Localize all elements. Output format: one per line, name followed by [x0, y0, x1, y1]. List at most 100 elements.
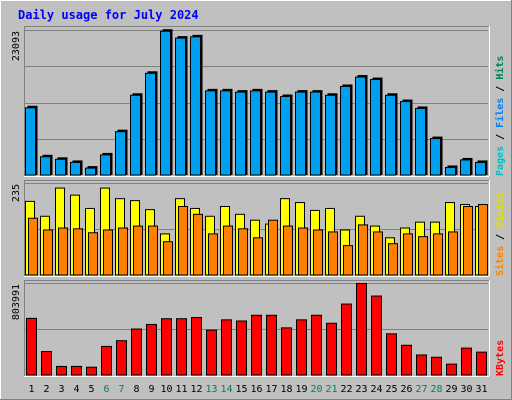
x-tick-label: 15: [235, 384, 247, 395]
panel-bottom: 803991 KBytes: [11, 280, 506, 377]
bar-sites: [418, 236, 428, 276]
panel-middle: 235 Sites / Visits: [11, 180, 506, 277]
bar-sites: [178, 205, 188, 276]
x-tick-label: 26: [400, 384, 412, 395]
bar-kbytes: [101, 345, 112, 376]
x-tick-label: 25: [385, 384, 397, 395]
bar-sites: [328, 231, 338, 276]
bar-sites: [343, 245, 353, 276]
bar-sites: [238, 228, 248, 276]
x-tick-label: 27: [415, 384, 427, 395]
bar-pages: [445, 166, 456, 176]
bar-kbytes: [251, 314, 262, 376]
label-separator: /: [495, 128, 506, 146]
x-tick-label: 3: [58, 384, 64, 395]
x-tick-label: 19: [295, 384, 307, 395]
y-axis-max-label: 803991: [11, 284, 22, 320]
bar-pages: [415, 107, 426, 176]
bar-sites: [313, 229, 323, 276]
x-tick-label: 17: [265, 384, 277, 395]
bar-kbytes: [116, 340, 127, 376]
x-tick-label: 16: [250, 384, 262, 395]
bar-kbytes: [26, 317, 37, 376]
x-tick-label: 31: [475, 384, 487, 395]
bar-kbytes: [281, 327, 292, 376]
bar-sites: [463, 205, 473, 276]
x-tick-label: 24: [370, 384, 382, 395]
bar-pages: [25, 107, 36, 176]
bar-sites: [448, 231, 458, 276]
x-tick-label: 6: [103, 384, 109, 395]
bar-pages: [280, 96, 291, 176]
bar-sites: [103, 229, 113, 276]
bar-sites: [43, 229, 53, 276]
label-separator: /: [495, 80, 506, 98]
x-tick-label: 12: [190, 384, 202, 395]
series-axis-label: Pages / Files / Hits: [494, 56, 506, 176]
bar-sites: [28, 217, 38, 276]
bar-kbytes: [476, 351, 487, 376]
bar-kbytes: [311, 314, 322, 376]
bar-kbytes: [296, 319, 307, 376]
bar-sites: [478, 204, 488, 276]
bar-kbytes: [416, 354, 427, 376]
bar-sites: [193, 213, 203, 276]
bar-pages: [115, 131, 126, 176]
chart-panels: 23093 Pages / Files / Hits 235 Sites / Visi…: [11, 26, 506, 377]
bar-pages: [175, 37, 186, 176]
y-axis-max-label: 23093: [11, 31, 22, 61]
bar-kbytes: [326, 322, 337, 376]
bar-kbytes: [41, 351, 52, 376]
x-tick-label: 9: [148, 384, 154, 395]
bar-sites: [433, 233, 443, 276]
bar-sites: [388, 243, 398, 276]
bar-pages: [325, 94, 336, 176]
bar-kbytes: [56, 365, 67, 376]
x-tick-label: 28: [430, 384, 442, 395]
bar-sites: [373, 231, 383, 276]
bar-pages: [220, 90, 231, 176]
bar-pages: [355, 76, 366, 176]
y-axis-max-label: 235: [11, 184, 22, 202]
bar-sites: [253, 237, 263, 276]
bar-sites: [283, 225, 293, 276]
bar-sites: [403, 233, 413, 276]
bar-kbytes: [146, 323, 157, 376]
bar-kbytes: [461, 347, 472, 376]
bar-sites: [358, 224, 368, 276]
label-separator: /: [495, 228, 506, 246]
x-tick-label: 4: [73, 384, 79, 395]
series-axis-label: Sites / Visits: [494, 192, 506, 276]
bar-kbytes: [431, 356, 442, 376]
x-tick-label: 8: [133, 384, 139, 395]
x-tick-label: 10: [160, 384, 172, 395]
bar-pages: [295, 91, 306, 176]
bar-kbytes: [401, 344, 412, 376]
bar-kbytes: [341, 303, 352, 376]
bar-pages: [475, 161, 486, 176]
bar-pages: [160, 30, 171, 176]
bar-pages: [145, 72, 156, 176]
bar-sites: [88, 232, 98, 276]
bar-kbytes: [176, 318, 187, 376]
bar-pages: [70, 161, 81, 176]
x-tick-label: 2: [43, 384, 49, 395]
bar-sites: [73, 228, 83, 276]
bar-kbytes: [71, 365, 82, 376]
bar-sites: [298, 227, 308, 276]
bar-kbytes: [206, 329, 217, 376]
x-tick-label: 7: [118, 384, 124, 395]
x-tick-label: 11: [175, 384, 187, 395]
series-label-visits: Visits: [494, 192, 506, 228]
x-tick-label: 1: [28, 384, 34, 395]
x-tick-label: 29: [445, 384, 457, 395]
bar-sites: [133, 225, 143, 276]
x-tick-label: 20: [310, 384, 322, 395]
x-tick-label: 22: [340, 384, 352, 395]
panel-top: 23093 Pages / Files / Hits: [11, 26, 506, 177]
bar-kbytes: [161, 318, 172, 376]
series-axis-label: KBytes: [495, 340, 506, 376]
bar-kbytes: [191, 317, 202, 376]
